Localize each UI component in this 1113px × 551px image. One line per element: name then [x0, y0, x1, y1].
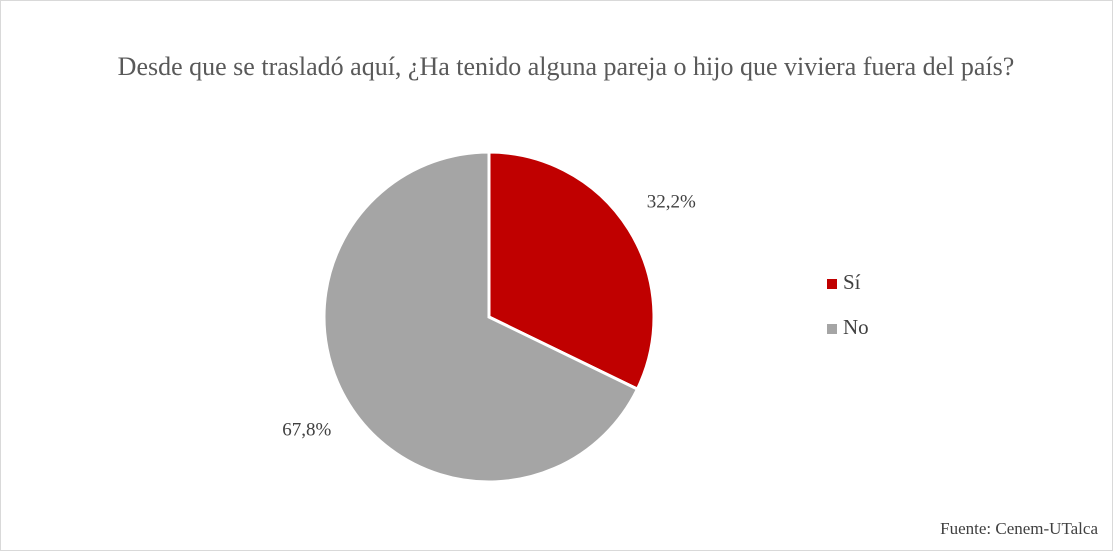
pie-slice: [487, 150, 656, 392]
chart-title: Desde que se trasladó aquí, ¿Ha tenido a…: [117, 52, 1015, 81]
pie-slice: [322, 150, 640, 484]
legend-swatch: [827, 324, 837, 334]
source-note: Fuente: Cenem-UTalca: [940, 519, 1098, 538]
data-label: 32,2%: [647, 191, 696, 212]
legend-swatch: [827, 279, 837, 289]
legend-label: No: [843, 315, 869, 339]
legend-label: Sí: [843, 270, 861, 294]
data-label: 67,8%: [282, 419, 331, 440]
